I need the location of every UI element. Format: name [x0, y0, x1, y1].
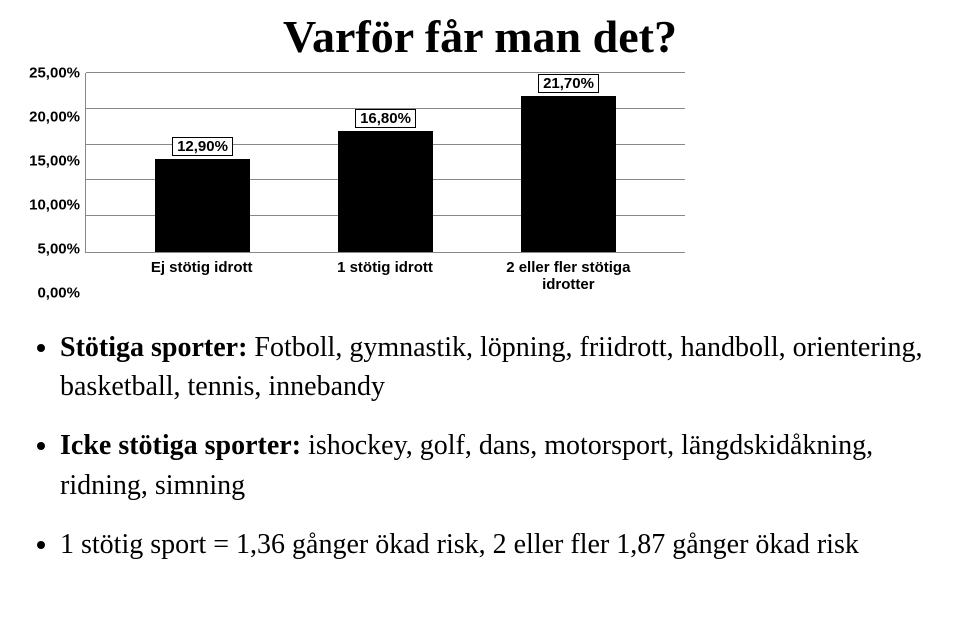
y-tick: 5,00%: [37, 241, 80, 258]
bullet-bold: Stötiga sporter:: [60, 332, 247, 363]
bullet-list: Stötiga sporter: Fotboll, gymnastik, löp…: [30, 328, 930, 564]
plot-area: 12,90% 16,80% 21,70%: [85, 73, 685, 253]
bar-group: 16,80%: [338, 131, 433, 252]
y-tick: 0,00%: [37, 285, 80, 302]
x-tick: Ej stötig idrott: [132, 259, 272, 293]
bullet-bold: Icke stötiga sporter:: [60, 430, 301, 461]
page-title: Varför får man det?: [30, 10, 930, 63]
x-tick: 2 eller fler stötiga idrotter: [498, 259, 638, 293]
bar: [338, 131, 433, 252]
bullet-item: Icke stötiga sporter: ishockey, golf, da…: [60, 426, 930, 504]
bullet-item: Stötiga sporter: Fotboll, gymnastik, löp…: [60, 328, 930, 406]
bar-value-label: 16,80%: [355, 109, 416, 128]
bar-value-label: 12,90%: [172, 137, 233, 156]
bars-container: 12,90% 16,80% 21,70%: [86, 73, 685, 252]
bar-group: 21,70%: [521, 96, 616, 252]
x-axis: Ej stötig idrott 1 stötig idrott 2 eller f…: [85, 253, 685, 293]
bar-value-label: 21,70%: [538, 74, 599, 93]
y-tick: 15,00%: [29, 153, 80, 170]
y-tick: 20,00%: [29, 109, 80, 126]
x-tick: 1 stötig idrott: [315, 259, 455, 293]
y-tick: 10,00%: [29, 197, 80, 214]
bar: [521, 96, 616, 252]
bullet-text: 1 stötig sport = 1,36 gånger ökad risk, …: [60, 529, 859, 560]
chart: 0,00%5,00%10,00%15,00%20,00%25,00% 12,90…: [85, 73, 685, 293]
y-tick: 25,00%: [29, 65, 80, 82]
bar: [155, 159, 250, 252]
chart-plot-container: 0,00%5,00%10,00%15,00%20,00%25,00% 12,90…: [85, 73, 685, 293]
y-axis: 0,00%5,00%10,00%15,00%20,00%25,00%: [25, 73, 80, 293]
bar-group: 12,90%: [155, 159, 250, 252]
bullet-item: 1 stötig sport = 1,36 gånger ökad risk, …: [60, 525, 930, 564]
